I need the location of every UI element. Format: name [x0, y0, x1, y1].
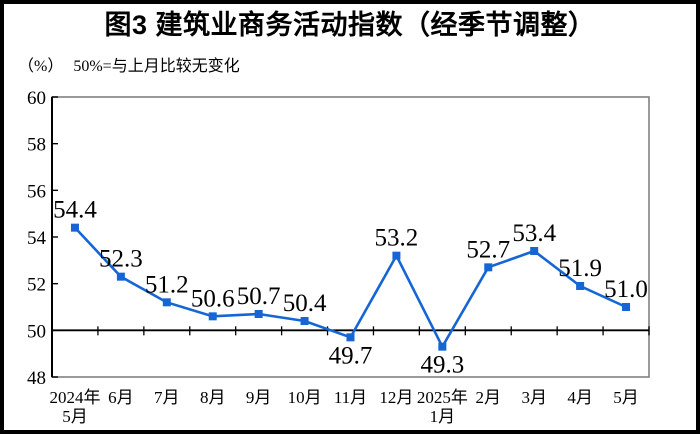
x-tick-label: 6月 [108, 388, 134, 407]
y-tick-label: 52 [27, 275, 46, 296]
y-tick-label: 58 [27, 135, 46, 156]
x-tick-label: 9月 [246, 388, 272, 407]
x-tick-label: 2月 [476, 388, 502, 407]
data-label: 50.4 [283, 290, 327, 317]
data-label: 51.2 [145, 271, 189, 298]
x-tick-label: 5月 [613, 388, 639, 407]
data-point [576, 282, 585, 290]
data-label: 51.9 [558, 255, 602, 282]
x-tick-label: 10月 [288, 388, 322, 407]
data-point [530, 247, 539, 255]
data-point [254, 310, 263, 318]
x-tick-label: 1月 [430, 407, 456, 426]
x-tick-label: 12月 [379, 388, 413, 407]
data-label: 51.0 [604, 276, 648, 303]
data-label: 52.7 [466, 236, 510, 263]
data-point [162, 298, 171, 307]
data-point [70, 223, 79, 232]
data-point [622, 303, 631, 311]
x-tick-label: 3月 [521, 388, 547, 407]
data-label: 54.4 [53, 197, 97, 224]
y-tick-label: 60 [27, 88, 46, 109]
data-point [438, 342, 447, 351]
x-tick-label: 2025年 [417, 388, 468, 407]
data-label: 49.3 [420, 352, 464, 379]
data-point [116, 272, 125, 281]
chart-title: 图3 建筑业商务活动指数（经季节调整） [104, 10, 596, 40]
unit-label: （%） [18, 58, 64, 75]
data-point [392, 251, 401, 260]
y-tick-label: 54 [27, 228, 47, 249]
data-label: 49.7 [329, 342, 373, 369]
data-point [484, 263, 493, 272]
x-tick-label: 4月 [567, 388, 593, 407]
data-label: 53.2 [375, 225, 419, 252]
y-tick-label: 56 [27, 181, 46, 202]
reference-note: 50%=与上月比较无变化 [73, 58, 240, 75]
data-label: 52.3 [99, 246, 143, 273]
x-tick-label: 8月 [200, 388, 226, 407]
y-tick-label: 48 [27, 368, 46, 389]
data-label: 50.6 [191, 285, 235, 312]
chart-subtitle: （%） 50%=与上月比较无变化 [18, 57, 240, 77]
x-tick-label: 11月 [334, 388, 367, 407]
y-tick-label: 50 [27, 321, 46, 342]
data-point [300, 317, 309, 325]
x-tick-label: 7月 [154, 388, 180, 407]
data-label: 53.4 [512, 220, 556, 247]
x-tick-label: 5月 [62, 407, 88, 426]
data-point [208, 312, 217, 321]
x-tick-label: 2024年 [49, 388, 100, 407]
data-label: 50.7 [237, 283, 281, 310]
data-point [346, 333, 355, 342]
